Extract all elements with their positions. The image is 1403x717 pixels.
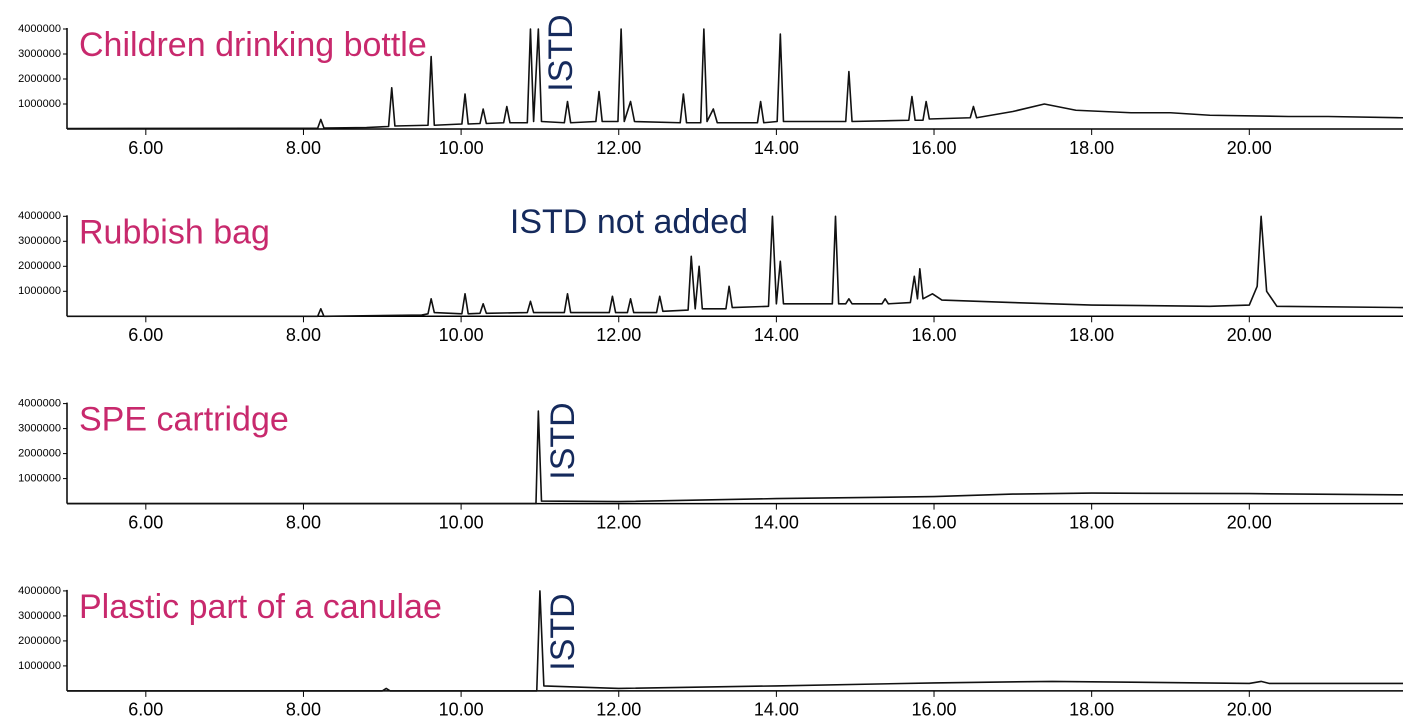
x-tick-label: 20.00 [1227, 325, 1272, 345]
chromatogram-trace [67, 410, 1403, 505]
x-tick-label: 16.00 [911, 700, 956, 717]
y-tick-label: 1000000 [18, 98, 61, 110]
x-tick-label: 18.00 [1069, 512, 1114, 532]
y-tick-label: 2000000 [18, 448, 61, 460]
x-tick-label: 18.00 [1069, 138, 1114, 158]
x-tick-label: 14.00 [754, 700, 799, 717]
x-tick-label: 16.00 [911, 138, 956, 158]
panel-title: Children drinking bottle [79, 26, 427, 64]
y-tick-label: 3000000 [18, 235, 61, 247]
x-tick-label: 6.00 [128, 700, 163, 717]
x-tick-label: 6.00 [128, 512, 163, 532]
x-tick-label: 14.00 [754, 138, 799, 158]
x-tick-label: 8.00 [286, 325, 321, 345]
y-tick-label: 4000000 [18, 585, 61, 597]
x-tick-label: 20.00 [1227, 138, 1272, 158]
y-tick-label: 1000000 [18, 660, 61, 672]
x-tick-label: 20.00 [1227, 700, 1272, 717]
x-tick-label: 10.00 [439, 700, 484, 717]
x-tick-label: 10.00 [439, 325, 484, 345]
annotation: ISTD [542, 14, 580, 91]
x-tick-label: 18.00 [1069, 700, 1114, 717]
x-tick-label: 10.00 [439, 138, 484, 158]
x-tick-label: 6.00 [128, 325, 163, 345]
x-tick-label: 8.00 [286, 512, 321, 532]
y-tick-label: 2000000 [18, 73, 61, 85]
annotation: ISTD [544, 593, 582, 670]
annotation: ISTD not added [510, 203, 748, 241]
chromatogram-trace [66, 28, 1403, 130]
x-tick-label: 16.00 [911, 325, 956, 345]
x-tick-label: 14.00 [754, 325, 799, 345]
x-tick-label: 12.00 [596, 325, 641, 345]
x-tick-label: 6.00 [128, 138, 163, 158]
y-tick-label: 3000000 [18, 610, 61, 622]
y-tick-label: 2000000 [18, 260, 61, 272]
panel-title: SPE cartridge [79, 401, 289, 439]
x-tick-label: 14.00 [754, 512, 799, 532]
x-tick-label: 12.00 [596, 512, 641, 532]
x-tick-label: 12.00 [596, 700, 641, 717]
y-tick-label: 1000000 [18, 473, 61, 485]
y-tick-label: 4000000 [18, 398, 61, 410]
y-tick-label: 3000000 [18, 48, 61, 60]
x-tick-label: 8.00 [286, 700, 321, 717]
annotation: ISTD [544, 402, 582, 479]
y-tick-label: 3000000 [18, 423, 61, 435]
x-tick-label: 12.00 [596, 138, 641, 158]
chromatogram-trace [67, 215, 1403, 318]
x-tick-label: 10.00 [439, 512, 484, 532]
y-tick-label: 2000000 [18, 635, 61, 647]
y-tick-label: 1000000 [18, 285, 61, 297]
panel-title: Plastic part of a canulae [79, 588, 442, 626]
panel-title: Rubbish bag [79, 213, 270, 251]
x-tick-label: 20.00 [1227, 512, 1272, 532]
x-tick-label: 8.00 [286, 138, 321, 158]
y-tick-label: 4000000 [18, 23, 61, 35]
y-tick-label: 4000000 [18, 210, 61, 222]
x-tick-label: 18.00 [1069, 325, 1114, 345]
chromatogram-trace [67, 590, 1403, 692]
x-tick-label: 16.00 [911, 512, 956, 532]
